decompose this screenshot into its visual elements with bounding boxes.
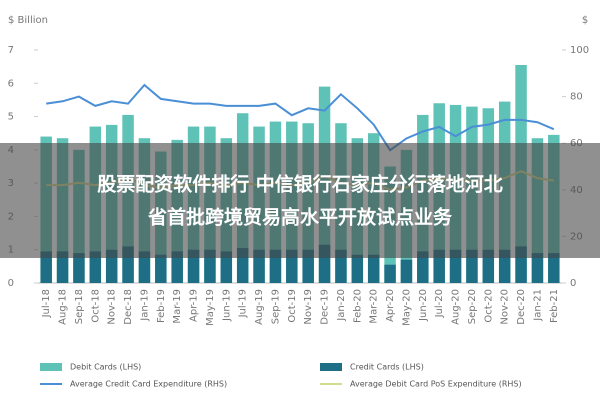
bar	[122, 246, 134, 283]
x-tick-label: Oct-19	[287, 289, 298, 323]
bar	[367, 254, 380, 283]
x-tick-label: May-20	[401, 289, 412, 326]
bar	[318, 244, 331, 283]
bar	[138, 251, 151, 283]
banner-text: 股票配资软件排行 中信银行石家庄分行落地河北	[97, 173, 503, 196]
bar	[269, 249, 282, 283]
x-tick-label: Apr-20	[385, 289, 396, 322]
x-tick-label: Oct-18	[90, 289, 101, 323]
banner	[0, 143, 600, 258]
x-tick-label: Jul-19	[238, 289, 249, 318]
x-tick-label: Feb-20	[352, 289, 363, 323]
bar	[253, 249, 265, 283]
y-axis-label: $ Billion	[8, 15, 48, 26]
bar	[171, 251, 183, 283]
bar	[400, 259, 413, 283]
bar	[286, 249, 298, 283]
bar	[204, 249, 216, 283]
x-tick-label: Aug-18	[58, 289, 69, 325]
legend-swatch	[320, 363, 342, 371]
legend-label: Debit Cards (LHS)	[70, 363, 141, 372]
legend-label: Credit Cards (LHS)	[350, 363, 424, 372]
bar	[73, 253, 85, 283]
line	[46, 83, 555, 152]
bar	[56, 251, 69, 283]
bar	[220, 251, 233, 283]
legend-label: Average Credit Card Expenditure (RHS)	[70, 380, 227, 389]
x-tick-label: Nov-20	[500, 289, 511, 325]
x-tick-label: Jun-20	[418, 289, 429, 322]
bar	[449, 249, 462, 283]
bar	[187, 249, 200, 283]
y-tick-label: 6	[8, 78, 14, 89]
bar	[105, 249, 118, 283]
x-tick-label: Dec-19	[320, 289, 331, 325]
bar	[548, 253, 560, 283]
bar	[433, 249, 445, 283]
bar	[482, 249, 495, 283]
bar	[498, 249, 511, 283]
x-tick-label: Feb-19	[156, 289, 167, 323]
x-tick-label: Feb-21	[549, 289, 560, 323]
x-tick-label: Mar-19	[172, 289, 183, 324]
x-tick-label: Nov-19	[303, 289, 314, 325]
y2-tick-label: 0	[570, 278, 576, 289]
x-tick-label: Aug-20	[451, 289, 462, 325]
y2-tick-label: 80	[570, 92, 583, 103]
bar	[417, 251, 429, 283]
bar	[236, 248, 249, 283]
x-tick-label: Aug-19	[254, 289, 265, 325]
bar	[335, 249, 347, 283]
bar	[89, 251, 102, 283]
bar	[466, 249, 478, 283]
x-tick-label: Nov-18	[107, 289, 118, 325]
x-tick-label: Jul-20	[434, 289, 445, 318]
y2-tick-label: 100	[570, 45, 589, 56]
x-tick-label: Sep-20	[467, 289, 478, 324]
legend-swatch	[40, 363, 62, 371]
legend-label: Average Debit Card PoS Expenditure (RHS)	[350, 380, 522, 389]
x-tick-label: Apr-19	[189, 289, 200, 322]
banner-text: 省首批跨境贸易高水平开放试点业务	[147, 206, 453, 229]
bar	[40, 251, 52, 283]
bar	[351, 254, 364, 283]
x-tick-label: Dec-20	[516, 289, 527, 325]
bar	[515, 246, 527, 283]
x-tick-label: Oct-20	[483, 289, 494, 323]
x-tick-label: Mar-20	[369, 289, 380, 324]
x-tick-label: May-19	[205, 289, 216, 326]
x-tick-label: Jul-18	[41, 289, 52, 318]
y-tick-label: 0	[8, 278, 14, 289]
x-tick-label: Sep-19	[270, 289, 281, 324]
y-tick-label: 7	[8, 45, 14, 56]
y2-axis-label: $	[582, 15, 588, 26]
x-tick-label: Jun-19	[221, 289, 232, 322]
x-tick-label: Jan-20	[336, 289, 347, 322]
y-tick-label: 5	[8, 112, 14, 123]
bar	[531, 253, 544, 283]
x-tick-label: Jan-19	[139, 289, 150, 322]
x-tick-label: Sep-18	[74, 289, 85, 324]
x-tick-label: Dec-18	[123, 289, 134, 325]
x-tick-label: Jan-21	[532, 289, 543, 322]
bar	[302, 249, 314, 283]
bar	[155, 254, 167, 283]
bar	[384, 264, 396, 283]
